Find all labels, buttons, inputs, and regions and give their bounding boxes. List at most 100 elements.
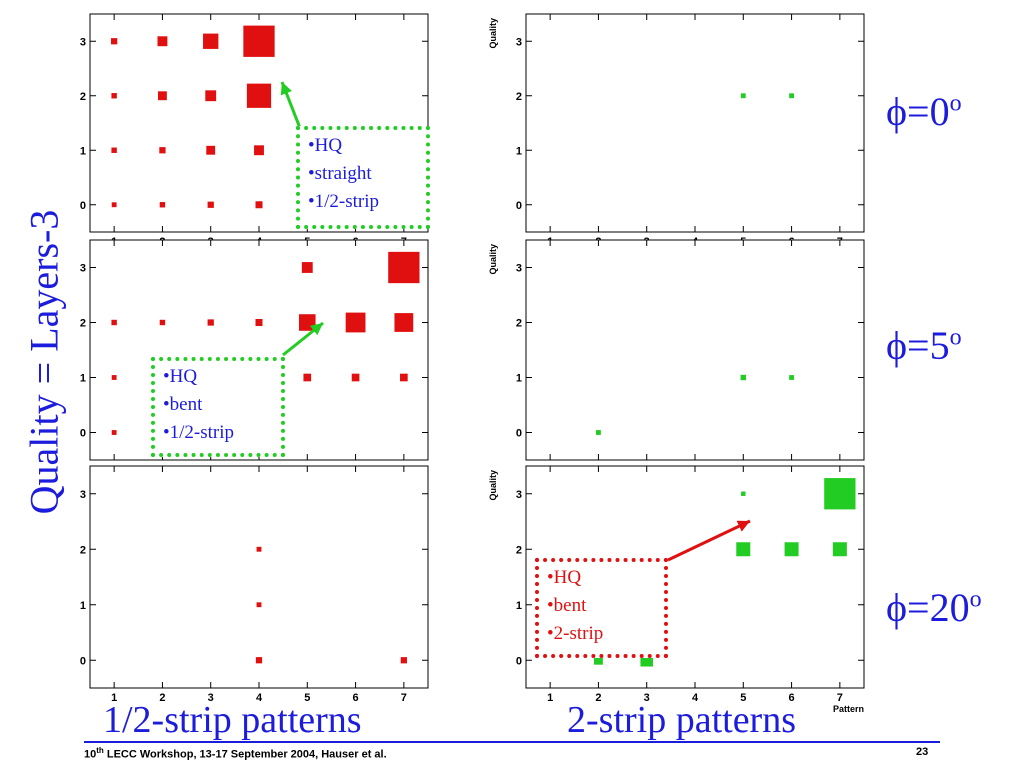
callout-line: •bent <box>547 595 587 616</box>
data-point <box>111 38 118 45</box>
x-tick-label: 4 <box>692 692 699 704</box>
y-tick-label: 0 <box>80 428 86 440</box>
y-tick-label: 0 <box>516 655 522 667</box>
callout-arrow-head <box>280 82 292 96</box>
y-tick-label: 2 <box>80 544 86 556</box>
y-tick-label: 3 <box>80 36 86 48</box>
x-tick-label: 5 <box>304 692 310 704</box>
phi-value: ϕ=5 <box>886 323 950 368</box>
callout-line: •HQ <box>308 135 343 156</box>
y-axis-label: Quality <box>488 470 498 501</box>
y-tick-label: 0 <box>516 428 522 440</box>
data-point <box>256 602 262 608</box>
y-tick-label: 2 <box>80 91 86 103</box>
phi-value: ϕ=0 <box>886 89 950 134</box>
data-point <box>301 262 313 273</box>
callout-line: •1/2-strip <box>308 191 380 212</box>
footer-ordinal: 10 <box>84 748 97 761</box>
data-point <box>351 373 360 382</box>
data-point <box>255 657 263 664</box>
y-tick-label: 3 <box>80 489 86 501</box>
data-point <box>158 91 167 101</box>
data-point <box>596 430 601 435</box>
data-point <box>111 375 117 380</box>
x-tick-label: 2 <box>595 692 601 704</box>
data-point <box>205 90 217 102</box>
data-point <box>255 319 263 326</box>
callout-line: •straight <box>308 163 372 184</box>
y-tick-label: 3 <box>516 489 522 501</box>
data-point <box>789 375 794 380</box>
data-point <box>207 201 214 208</box>
callout-line: •bent <box>163 394 203 415</box>
y-tick-label: 0 <box>516 200 522 212</box>
data-point <box>789 93 794 99</box>
data-point <box>741 491 746 496</box>
data-point <box>255 201 263 209</box>
callout-hq-straight-half-strip: •HQ •straight •1/2-strip <box>296 126 430 229</box>
y-tick-label: 1 <box>516 373 522 385</box>
x-tick-label: 7 <box>837 692 843 704</box>
y-tick-label: 1 <box>80 373 86 385</box>
data-point <box>594 655 603 665</box>
callout-arrow-head <box>736 520 750 532</box>
y-axis-label: Quality <box>488 244 498 275</box>
data-point <box>400 373 408 382</box>
phi-label-0: ϕ=0o <box>886 88 962 135</box>
data-point <box>159 319 166 326</box>
degree-mark: o <box>949 324 962 351</box>
data-point <box>303 373 312 382</box>
data-point <box>388 251 420 284</box>
data-point <box>243 25 275 57</box>
x-axis-label: Pattern <box>833 704 864 714</box>
phi-label-5: ϕ=5o <box>886 322 962 369</box>
callout-arrow <box>667 519 751 562</box>
data-point <box>111 93 117 99</box>
x-tick-label: 4 <box>256 692 263 704</box>
data-point <box>256 546 262 552</box>
footer-citation: 10th LECC Workshop, 13-17 September 2004… <box>84 746 387 761</box>
y-tick-label: 3 <box>80 263 86 275</box>
data-point <box>740 374 746 381</box>
callout-line: •1/2-strip <box>163 422 235 443</box>
callout-line: •HQ <box>547 567 582 588</box>
vertical-axis-title: Quality = Layers-3 <box>21 209 67 515</box>
data-point <box>159 147 166 154</box>
plot-frame <box>525 13 865 233</box>
data-point <box>159 202 166 208</box>
callout-line: •2-strip <box>547 623 604 644</box>
y-tick-label: 2 <box>516 544 522 556</box>
y-tick-label: 1 <box>516 145 522 157</box>
x-tick-label: 6 <box>789 692 795 704</box>
right-column-title: 2-strip patterns <box>567 699 797 741</box>
y-tick-label: 1 <box>80 145 86 157</box>
footer-rest: LECC Workshop, 13-17 September 2004, Hau… <box>103 748 387 761</box>
callout-arrow-head <box>309 323 323 336</box>
x-tick-label: 6 <box>353 692 359 704</box>
y-tick-label: 2 <box>516 318 522 330</box>
left-column-title: 1/2-strip patterns <box>103 699 362 741</box>
data-point <box>784 542 799 557</box>
phi-value: ϕ=20 <box>886 585 970 630</box>
data-point <box>111 430 117 435</box>
data-point <box>824 478 856 510</box>
x-tick-label: 3 <box>208 692 214 704</box>
phi-label-20: ϕ=20o <box>886 584 982 631</box>
data-point <box>157 36 168 47</box>
x-tick-label: 2 <box>159 692 165 704</box>
data-point <box>111 202 117 208</box>
x-tick-label: 1 <box>111 692 117 704</box>
data-point <box>740 93 746 99</box>
callout-line: •HQ <box>163 366 198 387</box>
data-point <box>246 83 272 108</box>
data-point <box>207 319 214 326</box>
data-point <box>832 542 847 557</box>
y-tick-label: 2 <box>516 91 522 103</box>
data-point <box>736 542 751 557</box>
x-tick-label: 3 <box>644 692 650 704</box>
x-tick-label: 5 <box>740 692 746 704</box>
data-point <box>111 147 117 153</box>
y-tick-label: 1 <box>516 600 522 612</box>
y-tick-label: 0 <box>80 655 86 667</box>
